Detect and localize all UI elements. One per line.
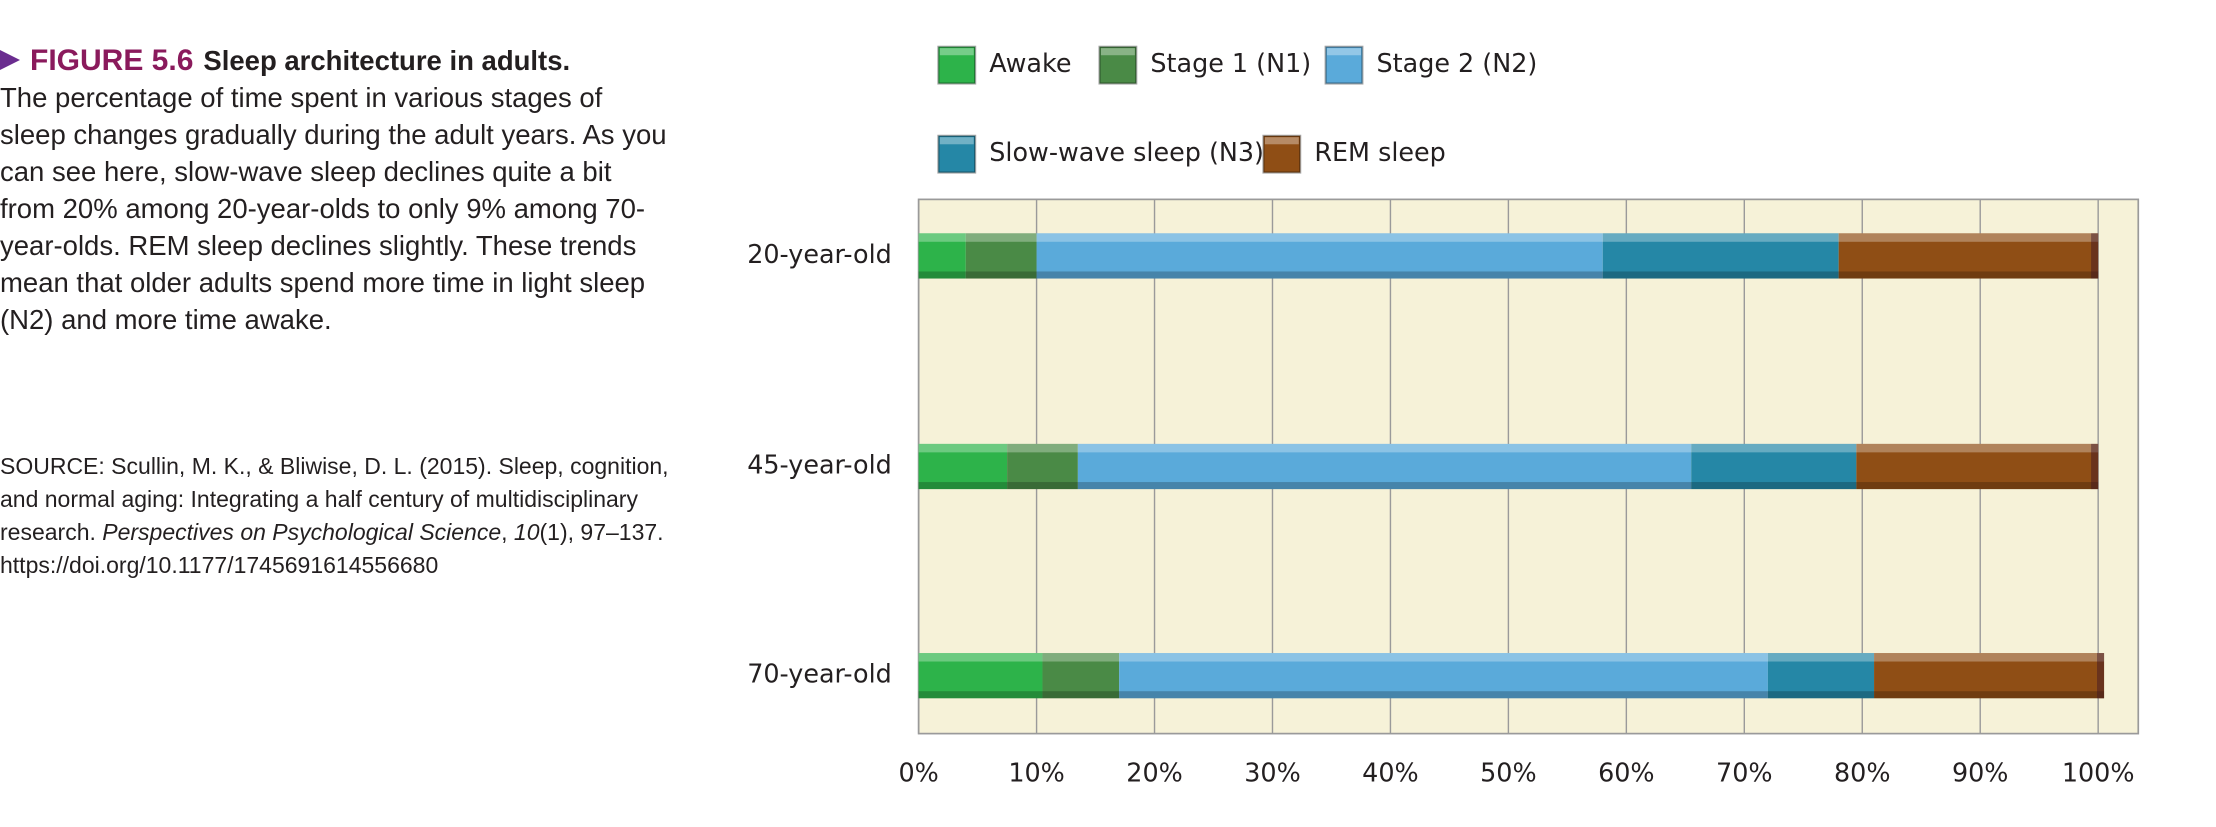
- legend-swatch-shine: [1100, 48, 1135, 56]
- x-tick-label: 50%: [1480, 758, 1537, 788]
- bar-highlight: [918, 653, 2105, 662]
- category-label: 45-year-old: [747, 449, 892, 479]
- x-tick-label: 30%: [1244, 758, 1301, 788]
- legend-swatch: [1098, 45, 1138, 85]
- x-tick-label: 20%: [1126, 758, 1183, 788]
- x-tick-label: 10%: [1008, 758, 1065, 788]
- x-tick-label: 80%: [1834, 758, 1891, 788]
- bar-end: [2091, 443, 2099, 490]
- caption: FIGURE 5.6 Sleep architecture in adults. …: [0, 42, 672, 338]
- source-text: SOURCE: Scullin, M. K., & Bliwise, D. L.…: [0, 453, 669, 545]
- legend-label: REM sleep: [1314, 137, 1445, 167]
- bar-segment: [1767, 653, 1875, 699]
- source-text: ,: [501, 519, 514, 545]
- bar-shadow: [918, 691, 2105, 699]
- figure-label: FIGURE 5.6: [30, 44, 194, 77]
- bar-segment: [1077, 443, 1692, 490]
- x-tick-label: 100%: [2062, 758, 2135, 788]
- legend-swatch: [1324, 45, 1364, 85]
- x-tick-label: 40%: [1362, 758, 1419, 788]
- source-text: (1), 97–137. https://doi.org/10.1177/174…: [0, 519, 664, 578]
- legend-label: Stage 1 (N1): [1150, 48, 1311, 78]
- bar-segment: [1691, 443, 1857, 490]
- arrow-icon: [0, 50, 20, 70]
- volume: 10: [513, 519, 540, 545]
- legend-swatch-shine: [1264, 137, 1299, 145]
- x-tick-label: 0%: [898, 758, 938, 788]
- legend-label: Stage 2 (N2): [1377, 48, 1538, 78]
- bar-highlight: [918, 233, 2099, 242]
- legend-swatch-shine: [1327, 48, 1361, 56]
- source: SOURCE: Scullin, M. K., & Bliwise, D. L.…: [0, 450, 672, 582]
- bar-shadow: [918, 271, 2099, 279]
- legend-label: Slow-wave sleep (N3): [989, 137, 1264, 167]
- bar-segment: [1856, 443, 2099, 490]
- category-label: 70-year-old: [747, 659, 892, 689]
- legend-swatch-shine: [939, 137, 974, 145]
- bar-segment: [1119, 653, 1768, 699]
- figure-title: Sleep architecture in adults.: [203, 45, 571, 76]
- bar-segment: [1838, 233, 2099, 279]
- bar-segment: [918, 443, 1008, 490]
- bar-segment: [918, 233, 966, 279]
- x-tick-label: 70%: [1716, 758, 1773, 788]
- bar-segment: [965, 233, 1037, 279]
- legend-swatch-shine: [939, 48, 974, 56]
- bar-end: [2096, 653, 2105, 699]
- legend-swatch: [1262, 134, 1302, 174]
- bar-segment: [1036, 233, 1603, 279]
- bar-segment: [1874, 653, 2105, 699]
- bar-segment: [918, 653, 1043, 699]
- bar-highlight: [918, 443, 2099, 453]
- x-tick-label: 60%: [1598, 758, 1655, 788]
- bar-shadow: [918, 482, 2099, 490]
- bar-segment: [1602, 233, 1839, 279]
- legend-label: Awake: [989, 48, 1071, 78]
- caption-head: FIGURE 5.6 Sleep architecture in adults.: [0, 42, 672, 79]
- category-label: 20-year-old: [747, 239, 892, 269]
- journal: Perspectives on Psychological Science: [102, 519, 502, 545]
- bar-segment: [1007, 443, 1078, 490]
- legend-swatch: [937, 45, 977, 85]
- bar-segment: [1042, 653, 1120, 699]
- caption-body: The percentage of time spent in various …: [0, 82, 667, 335]
- bar-end: [2091, 233, 2099, 279]
- legend-swatch: [937, 134, 977, 174]
- x-tick-label: 90%: [1952, 758, 2009, 788]
